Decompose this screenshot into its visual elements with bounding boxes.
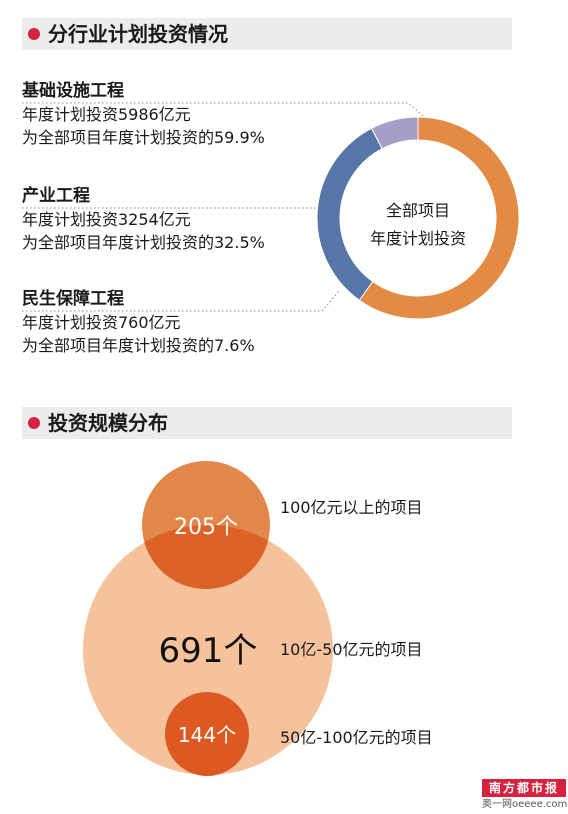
donut-slice-1	[358, 116, 520, 320]
leader-line-infrastructure	[22, 102, 429, 121]
leader-line-livelihood	[22, 289, 341, 312]
newspaper-logo-sub: 奥一网oeeee.com	[482, 799, 568, 810]
category-infrastructure: 基础设施工程 年度计划投资5986亿元 为全部项目年度计划投资的59.9%	[22, 80, 322, 149]
bullet-dot-icon	[28, 28, 40, 40]
bubble-count-205: 205个	[174, 515, 238, 540]
donut-center-line1: 全部项目	[386, 201, 450, 220]
section-title-industry: 分行业计划投资情况	[48, 22, 228, 46]
section-header-industry: 分行业计划投资情况	[22, 18, 512, 50]
bullet-dot-icon	[28, 417, 40, 429]
category-share: 为全部项目年度计划投资的7.6%	[22, 336, 255, 355]
category-industrial: 产业工程 年度计划投资3254亿元 为全部项目年度计划投资的32.5%	[22, 185, 322, 254]
bubble-144	[165, 692, 249, 776]
bubble-count-691: 691个	[159, 631, 258, 671]
category-amount: 年度计划投资5986亿元	[22, 105, 191, 124]
donut-slices	[316, 116, 520, 320]
category-share: 为全部项目年度计划投资的59.9%	[22, 128, 265, 147]
newspaper-logo: 南方都市报	[482, 779, 566, 797]
category-livelihood: 民生保障工程 年度计划投资760亿元 为全部项目年度计划投资的7.6%	[22, 288, 322, 357]
category-name: 民生保障工程	[22, 289, 124, 309]
section-title-scale: 投资规模分布	[48, 411, 168, 435]
category-name: 产业工程	[22, 186, 90, 206]
bubble-chart: 205个 691个 144个	[83, 461, 333, 776]
bubble-label-100plus: 100亿元以上的项目	[280, 498, 423, 517]
category-name: 基础设施工程	[22, 81, 124, 101]
bubble-count-144: 144个	[178, 723, 236, 747]
category-amount: 年度计划投资760亿元	[22, 313, 181, 332]
donut-center-line2: 年度计划投资	[370, 229, 466, 248]
section-header-scale: 投资规模分布	[22, 407, 512, 439]
donut-slice-2	[316, 127, 383, 301]
category-share: 为全部项目年度计划投资的32.5%	[22, 233, 265, 252]
bubble-label-10-50: 10亿-50亿元的项目	[280, 640, 423, 659]
donut-slice-3	[370, 116, 419, 150]
bubble-label-50-100: 50亿-100亿元的项目	[280, 728, 433, 747]
category-amount: 年度计划投资3254亿元	[22, 210, 191, 229]
bubble-691	[83, 525, 333, 775]
